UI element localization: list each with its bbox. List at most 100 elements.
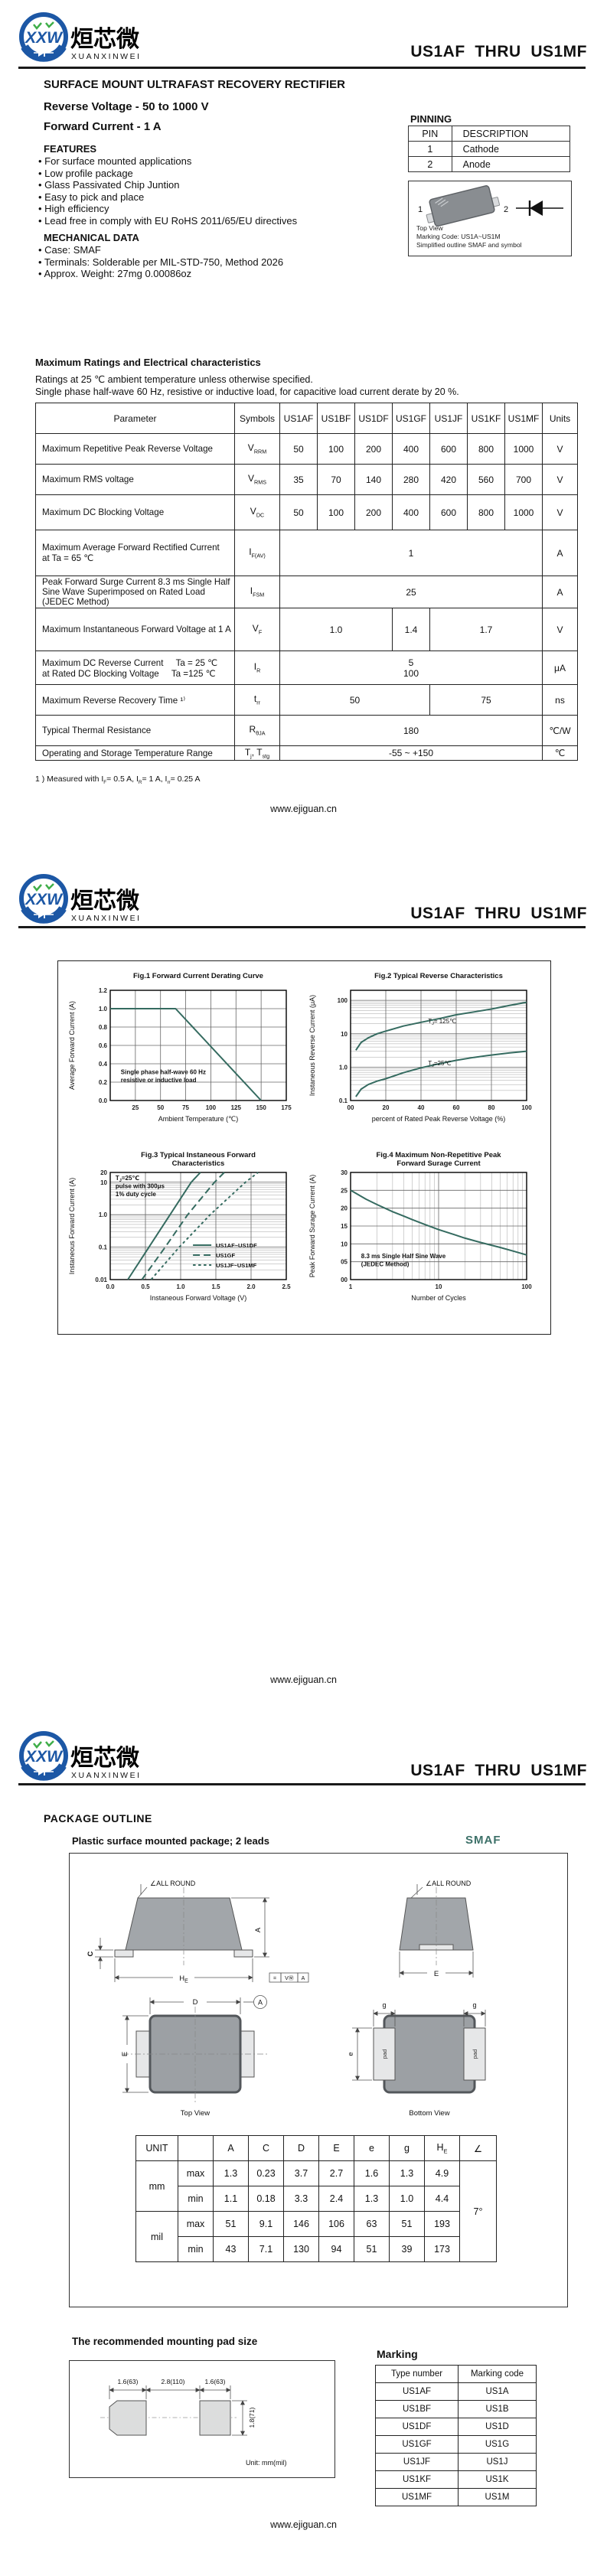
features-heading: FEATURES [44, 143, 97, 155]
mechanical-data-list: • Case: SMAF • Terminals: Solderable per … [38, 244, 283, 280]
table-cell: 3.7 [283, 2160, 319, 2186]
table-cell: PIN [408, 126, 452, 142]
table-cell: max [178, 2211, 214, 2237]
svg-text:Ambient Temperature (℃): Ambient Temperature (℃) [158, 1115, 238, 1123]
svg-text:US1JF~US1MF: US1JF~US1MF [216, 1262, 257, 1269]
svg-text:0.0: 0.0 [99, 1097, 108, 1104]
logo-monogram: XXW [24, 1748, 64, 1766]
svg-text:1.0: 1.0 [99, 1211, 108, 1218]
table-cell: 173 [424, 2236, 460, 2262]
svg-text:1.0: 1.0 [176, 1283, 185, 1290]
svg-text:TJ= 125℃: TJ= 125℃ [428, 1018, 456, 1026]
table-cell: 50 [279, 433, 318, 465]
table-cell: US1KF [375, 2470, 459, 2489]
svg-text:2.5: 2.5 [282, 1283, 291, 1290]
pad-size-heading: The recommended mounting pad size [72, 2336, 258, 2347]
table-cell: C [248, 2135, 284, 2161]
table-cell: VF [234, 608, 280, 651]
table-cell: Anode [451, 156, 571, 172]
pad-dim-left: 1.6(63) [118, 2378, 139, 2385]
svg-text:US1GF: US1GF [216, 1252, 235, 1259]
table-cell: RθJA [234, 715, 280, 746]
footer-website-3: www.ejiguan.cn [270, 2519, 337, 2530]
table-cell: Units [542, 403, 578, 434]
all-round-label-end: ∠ALL ROUND [426, 1880, 472, 1887]
ratings-table: Parameter Symbols US1AF US1BF US1DF US1GF US1J… [35, 403, 578, 761]
feature-item: • Lead free in comply with EU RoHS 2011/… [38, 214, 298, 227]
table-cell: ∠ [459, 2135, 497, 2161]
table-cell: V [542, 608, 578, 651]
pad-label-left: pad [381, 2049, 388, 2059]
pad-unit-note: Unit: mm(mil) [246, 2459, 287, 2467]
table-cell: 1 [408, 141, 452, 157]
feature-item: • Glass Passivated Chip Juntion [38, 179, 180, 191]
svg-text:Peak Forward Surage Current (A: Peak Forward Surage Current (A) [308, 1175, 316, 1278]
svg-text:1.0: 1.0 [99, 1006, 108, 1012]
table-cell: US1G [458, 2435, 537, 2454]
table-cell: 5 100 [279, 651, 543, 685]
svg-text:10: 10 [436, 1283, 442, 1290]
pin2-label: 2 [504, 205, 508, 214]
table-cell: VDC [234, 494, 280, 530]
doc-title: US1AF THRU US1MF [410, 905, 587, 922]
table-cell: US1J [458, 2453, 537, 2471]
table-cell: 2 [408, 156, 452, 172]
reverse-voltage-subtitle: Reverse Voltage - 50 to 1000 V [44, 100, 209, 113]
table-cell: V [542, 433, 578, 465]
logo-chinese-text: 烜芯微 [70, 1746, 139, 1771]
svg-text:Number of Cycles: Number of Cycles [411, 1294, 466, 1302]
marking-heading: Marking [377, 2348, 418, 2360]
dim-d-label: D [193, 1998, 198, 2007]
product-title: SURFACE MOUNT ULTRAFAST RECOVERY RECTIFI… [44, 78, 345, 91]
logo-icon: XXW 烜芯微 XUANXINWEI [19, 12, 139, 62]
logo-english-text: XUANXINWEI [71, 914, 142, 923]
svg-text:2.0: 2.0 [246, 1283, 256, 1290]
table-cell: 2.4 [318, 2186, 354, 2212]
table-cell: V [542, 464, 578, 495]
svg-text:Characteristics: Characteristics [172, 1159, 225, 1168]
table-cell: Peak Forward Surge Current 8.3 ms Single… [35, 576, 235, 608]
features-list: • For surface mounted applications • Low … [38, 155, 297, 227]
table-cell: US1MF [375, 2488, 459, 2506]
top-view-label: Top View [181, 2109, 210, 2118]
table-cell: 43 [213, 2236, 249, 2262]
fcf-symbol-1: = [273, 1976, 276, 1981]
svg-text:0.5: 0.5 [141, 1283, 150, 1290]
svg-text:1.2: 1.2 [99, 987, 108, 994]
outline-drawing-box [69, 1853, 568, 2307]
table-cell: 63 [354, 2211, 390, 2237]
table-cell [178, 2135, 214, 2161]
svg-text:175: 175 [281, 1104, 292, 1111]
svg-text:Fig.4 Maximum Non-Repetitive: Fig.4 Maximum Non-Repetitive Peak [376, 1151, 501, 1159]
table-cell: 1.6 [354, 2160, 390, 2186]
table-cell: 75 [429, 684, 543, 716]
table-cell: US1B [458, 2400, 537, 2418]
feature-item: • High efficiency [38, 203, 109, 214]
svg-text:0.01: 0.01 [95, 1277, 107, 1283]
ratings-note-2: Single phase half-wave 60 Hz, resistive … [35, 386, 459, 397]
package-note-line: Marking Code: US1A~US1M [416, 233, 501, 240]
svg-text:0.8: 0.8 [99, 1024, 108, 1031]
fcf-symbol-2: VⓂ [285, 1975, 294, 1981]
logo-monogram: XXW [24, 29, 64, 47]
table-cell: US1KF [467, 403, 505, 434]
table-cell: μA [542, 651, 578, 685]
all-round-label-side: ∠ALL ROUND [150, 1880, 196, 1887]
svg-text:percent of Rated Peak Reverse: percent of Rated Peak Reverse Voltage (%… [372, 1115, 506, 1123]
table-cell: -55 ~ +150 [279, 745, 543, 761]
svg-text:Instaneous Reverse Current (μA: Instaneous Reverse Current (μA) [308, 995, 316, 1096]
table-cell: 400 [392, 433, 430, 465]
table-cell: 200 [354, 433, 393, 465]
table-cell: US1GF [392, 403, 430, 434]
logo-chinese-text: 烜芯微 [70, 889, 139, 914]
fcf-symbol-3: A [302, 1976, 305, 1981]
table-cell: US1D [458, 2418, 537, 2436]
table-cell: Type number [375, 2365, 459, 2383]
brand-logo: XXW 烜芯微 XUANXINWEI [18, 1731, 202, 1785]
table-cell: 560 [467, 464, 505, 495]
table-cell: 1.3 [213, 2160, 249, 2186]
table-cell: VRRM [234, 433, 280, 465]
svg-text:(JEDEC Method): (JEDEC Method) [361, 1261, 410, 1268]
svg-text:Average Forward Current (A): Average Forward Current (A) [68, 1001, 76, 1090]
table-cell: DESCRIPTION [451, 126, 571, 142]
